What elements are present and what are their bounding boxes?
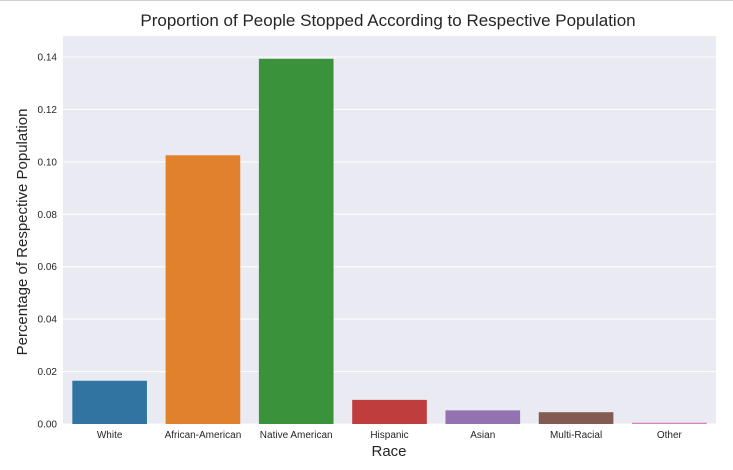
x-tick-label: Native American (260, 430, 333, 441)
chart-title: Proportion of People Stopped According t… (140, 11, 635, 30)
y-axis-label: Percentage of Respective Population (14, 109, 31, 356)
bar-native-american (258, 58, 334, 425)
y-tick-label: 0.02 (38, 367, 58, 378)
x-tick-label: Hispanic (370, 430, 408, 441)
plot-area (63, 36, 716, 424)
x-tick-label: Asian (470, 430, 495, 441)
bar-asian (445, 410, 521, 424)
y-tick-label: 0.12 (38, 105, 58, 116)
bar-hispanic (352, 399, 427, 424)
x-tick-label: Other (657, 430, 683, 441)
x-tick-label: Multi-Racial (550, 430, 602, 441)
y-tick-label: 0.08 (38, 210, 58, 221)
bar-other (632, 422, 707, 424)
bar-multi-racial (538, 412, 614, 424)
x-tick-label: African-American (165, 430, 242, 441)
x-axis-label: Race (371, 443, 406, 460)
y-tick-label: 0.00 (38, 420, 58, 431)
x-tick-label: White (97, 430, 123, 441)
y-tick-label: 0.10 (38, 157, 58, 168)
y-ticks: 0.00 0.02 0.04 0.06 0.08 0.10 0.12 0.14 (38, 52, 58, 430)
y-tick-label: 0.06 (38, 262, 58, 273)
bars (72, 58, 707, 425)
x-ticks: White African-American Native American Hisp… (97, 430, 683, 441)
bar-african-american (165, 155, 241, 424)
bar-white (72, 380, 147, 424)
y-tick-label: 0.14 (38, 52, 58, 63)
y-tick-label: 0.04 (38, 315, 58, 326)
top-border (0, 0, 733, 1)
